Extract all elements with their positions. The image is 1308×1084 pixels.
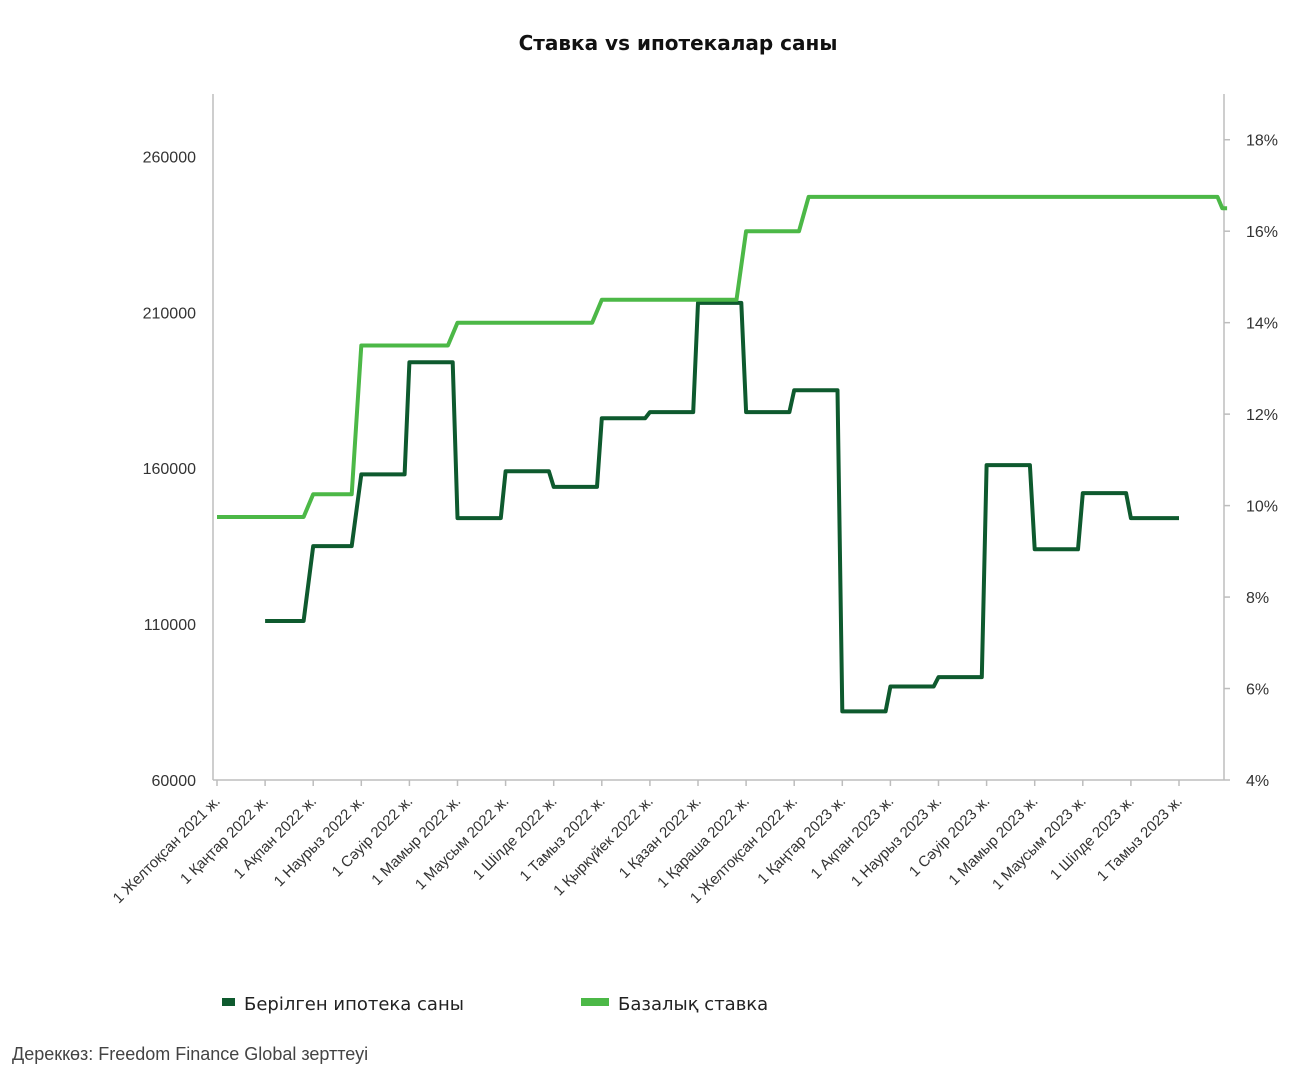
series-layer <box>217 194 1228 714</box>
x-tick-label: 1 Тамыз 2023 ж. <box>1094 793 1186 885</box>
x-tick-label: 1 Қараша 2022 ж. <box>654 793 753 892</box>
legend-item-base-rate[interactable]: Базалық ставка <box>581 994 768 1015</box>
right-tick-label: 18% <box>1246 133 1278 150</box>
x-tick-label: 1 Шілде 2023 ж. <box>1047 793 1138 884</box>
right-tick-label: 10% <box>1246 499 1278 516</box>
legend-swatch-mortgages <box>222 998 235 1006</box>
legend-label-base-rate: Базалық ставка <box>618 994 768 1015</box>
right-tick-label: 12% <box>1246 407 1278 424</box>
legend-swatch-base-rate <box>581 998 609 1006</box>
x-tick-label: 1 Мамыр 2023 ж. <box>945 793 1041 889</box>
x-tick-label: 1 Қаңтар 2022 ж. <box>177 793 272 888</box>
left-tick-label: 160000 <box>143 461 196 478</box>
right-tick-label: 16% <box>1246 224 1278 241</box>
x-tick-label: 1 Тамыз 2022 ж. <box>517 793 609 885</box>
source-note: Дереккөз: Freedom Finance Global зерттеу… <box>12 1044 369 1064</box>
x-tick-label: 1 Қаңтар 2023 ж. <box>754 793 849 888</box>
left-tick-label: 60000 <box>152 773 197 790</box>
x-tick-label: 1 Қазан 2022 ж. <box>616 793 705 882</box>
legend: Берілген ипотека саны Базалық ставка <box>222 994 768 1015</box>
right-tick-label: 8% <box>1246 590 1269 607</box>
legend-item-mortgages[interactable]: Берілген ипотека саны <box>222 994 464 1015</box>
right-tick-label: 4% <box>1246 773 1269 790</box>
x-axis-ticks: 1 Желтоқсан 2021 ж.1 Қаңтар 2022 ж.1 Ақп… <box>110 780 1186 907</box>
legend-label-mortgages: Берілген ипотека саны <box>244 994 464 1015</box>
x-tick-label: 1 Ақпан 2023 ж. <box>808 793 898 883</box>
series-line-base-rate <box>217 194 1228 519</box>
x-tick-label: 1 Шілде 2022 ж. <box>470 793 561 884</box>
left-tick-label: 110000 <box>144 617 196 634</box>
right-axis-ticks: 18% 16% 14% 12% 10% 8% 6% 4% <box>1224 133 1278 790</box>
series-line-mortgages <box>265 300 1179 714</box>
left-tick-label: 260000 <box>143 149 196 166</box>
left-axis-ticks: 260000 210000 160000 110000 60000 <box>143 149 196 790</box>
x-tick-label: 1 Наурыз 2023 ж. <box>848 793 945 890</box>
chart-title: Ставка vs ипотекалар саны <box>519 31 838 55</box>
x-tick-label: 1 Наурыз 2022 ж. <box>271 793 368 890</box>
x-tick-label: 1 Ақпан 2022 ж. <box>230 793 320 883</box>
right-tick-label: 14% <box>1246 316 1278 333</box>
x-tick-label: 1 Мамыр 2022 ж. <box>368 793 464 889</box>
right-tick-label: 6% <box>1246 682 1269 699</box>
left-tick-label: 210000 <box>143 305 196 322</box>
